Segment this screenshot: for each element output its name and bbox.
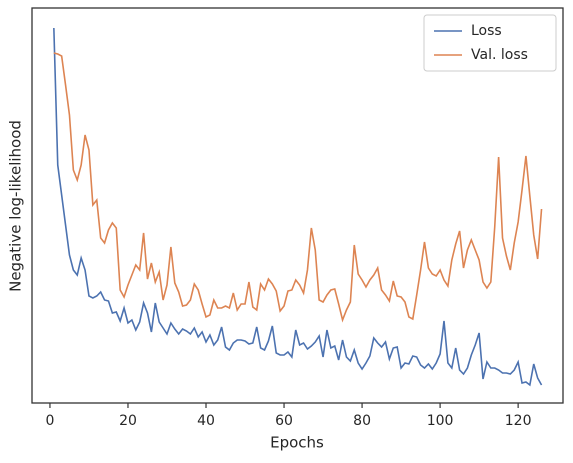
y-axis-label: Negative log-likelihood — [7, 120, 25, 292]
series-line — [53, 52, 543, 323]
x-tick-label: 0 — [45, 413, 54, 429]
plot-frame — [31, 7, 564, 404]
x-tick-label: 20 — [119, 413, 137, 429]
x-tick-label: 100 — [427, 413, 454, 429]
x-tick-label: 80 — [353, 413, 371, 429]
legend-label: Val. loss — [471, 47, 528, 63]
legend-box — [423, 14, 557, 72]
x-tick-label: 60 — [275, 413, 293, 429]
series-line — [53, 27, 543, 387]
x-axis-label: Epochs — [270, 434, 324, 452]
x-tick-label: 40 — [197, 413, 215, 429]
legend-label: Loss — [471, 23, 502, 39]
x-tick-label: 120 — [505, 413, 532, 429]
